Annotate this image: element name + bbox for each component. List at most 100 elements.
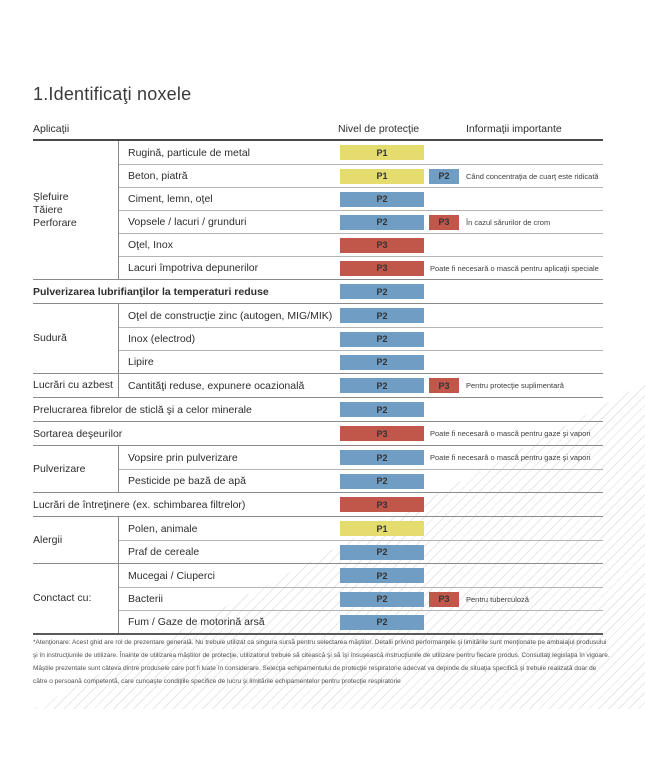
row-label: Oţel de construcţie zinc (autogen, MIG/M… xyxy=(128,309,333,322)
group-label: Pulverizare xyxy=(33,446,118,492)
table-row: Lucrări de întreţinere (ex. schimbarea f… xyxy=(33,493,603,516)
table-row: Ciment, lemn, oţel P2 xyxy=(119,187,603,210)
table-row: Inox (electrod) P2 xyxy=(119,327,603,350)
table-group-azbest: Lucrări cu azbest Cantităţi reduse, expu… xyxy=(33,374,603,398)
info-note: Pentru tuberculoză xyxy=(466,594,529,604)
secondary-protection-badge-p2: P2 xyxy=(429,168,459,184)
table-row: Cantităţi reduse, expunere ocazională P2… xyxy=(119,374,603,397)
row-label: Polen, animale xyxy=(128,522,198,535)
protection-badge-p2: P2 xyxy=(340,378,424,393)
table-group-contact-cu: Conctact cu: Mucegai / Ciuperci P2 Bacte… xyxy=(33,564,603,635)
table-row: Beton, piatră P1 P2 Când concentraţia de… xyxy=(119,164,603,187)
group-rows: Mucegai / Ciuperci P2 Bacterii P2 P3 Pen… xyxy=(118,564,603,633)
group-label-line: Sudură xyxy=(33,332,67,344)
protection-badge-p2: P2 xyxy=(340,284,424,299)
protection-badge-p1: P1 xyxy=(340,521,424,536)
table-row: Vopsire prin pulverizare P2 Poate fi nec… xyxy=(119,446,603,469)
row-label: Cantităţi reduse, expunere ocazională xyxy=(128,379,305,392)
protection-badge-p2: P2 xyxy=(340,568,424,583)
page-title: 1.Identificaţi noxele xyxy=(33,84,192,104)
protection-badge-p2: P2 xyxy=(340,354,424,370)
group-label-line: Tăiere xyxy=(33,203,63,216)
table-row: Sortarea deşeurilor P3 Poate fi necesară… xyxy=(33,422,603,445)
table-group-intretinere: Lucrări de întreţinere (ex. schimbarea f… xyxy=(33,493,603,517)
row-label: Lacuri împotriva depunerilor xyxy=(128,262,259,274)
group-rows: Vopsire prin pulverizare P2 Poate fi nec… xyxy=(118,446,603,492)
table-group-sudura: Sudură Oţel de construcţie zinc (autogen… xyxy=(33,304,603,374)
info-note: Poate fi necesară o mască pentru aplicaţ… xyxy=(430,263,599,273)
table-row: Fum / Gaze de motorină arsă P2 xyxy=(119,610,603,633)
group-label: Conctact cu: xyxy=(33,564,118,633)
group-label-line: Şlefuire xyxy=(33,190,69,203)
protection-badge-p1: P1 xyxy=(340,168,424,184)
hazard-table: Şlefuire Tăiere Perforare Rugină, partic… xyxy=(33,139,603,635)
protection-badge-p2: P2 xyxy=(340,544,424,560)
table-group-sortarea-deseurilor: Sortarea deşeurilor P3 Poate fi necesară… xyxy=(33,422,603,446)
row-label: Fum / Gaze de motorină arsă xyxy=(128,616,265,628)
table-row: Mucegai / Ciuperci P2 xyxy=(119,564,603,587)
protection-badge-p2: P2 xyxy=(340,402,424,417)
group-label: Sudură xyxy=(33,304,118,373)
table-row: Rugină, particule de metal P1 xyxy=(119,141,603,164)
protection-badge-p3: P3 xyxy=(340,497,424,512)
secondary-protection-badge-p3: P3 xyxy=(429,591,459,607)
table-row: Lacuri împotriva depunerilor P3 Poate fi… xyxy=(119,256,603,279)
column-header-protection-level: Nivel de protecţie xyxy=(338,123,420,135)
row-label: Mucegai / Ciuperci xyxy=(128,569,215,582)
group-label-line: Perforare xyxy=(33,216,77,229)
group-label: Lucrări cu azbest xyxy=(33,374,118,397)
table-row: Polen, animale P1 xyxy=(119,517,603,540)
info-note: În cazul sărurilor de crom xyxy=(466,217,551,227)
row-label: Lucrări de întreţinere (ex. schimbarea f… xyxy=(33,498,246,511)
protection-badge-p2: P2 xyxy=(340,214,424,230)
protection-badge-p1: P1 xyxy=(340,145,424,160)
row-label: Lipire xyxy=(128,356,154,368)
table-row: Bacterii P2 P3 Pentru tuberculoză xyxy=(119,587,603,610)
group-label-line: Pulverizare xyxy=(33,462,86,475)
secondary-protection-badge-p3: P3 xyxy=(429,214,459,230)
info-note: Pentru protecţie suplimentară xyxy=(466,381,564,390)
table-group-alergii: Alergii Polen, animale P1 Praf de cereal… xyxy=(33,517,603,564)
footnote-text: *Atenţionare: Acest ghid are rol de prez… xyxy=(33,639,610,685)
column-header-important-info: Informaţii importante xyxy=(466,123,562,135)
group-label: Alergii xyxy=(33,517,118,563)
row-label: Ciment, lemn, oţel xyxy=(128,193,213,205)
group-rows: Cantităţi reduse, expunere ocazională P2… xyxy=(118,374,603,397)
protection-badge-p2: P2 xyxy=(340,331,424,347)
table-group-pulverizare: Pulverizare Vopsire prin pulverizare P2 … xyxy=(33,446,603,493)
protection-badge-p3: P3 xyxy=(340,237,424,253)
group-label-line: Lucrări cu azbest xyxy=(33,379,113,391)
group-label-line: Alergii xyxy=(33,533,63,546)
table-row: Oţel, Inox P3 xyxy=(119,233,603,256)
table-group-pulverizarea-lubrifiantilor: Pulverizarea lubrifianţilor la temperatu… xyxy=(33,280,603,304)
row-label: Prelucrarea fibrelor de sticlă şi a celo… xyxy=(33,403,252,416)
row-label: Oţel, Inox xyxy=(128,239,173,251)
row-label: Vopsire prin pulverizare xyxy=(128,451,238,464)
row-label: Praf de cereale xyxy=(128,546,200,558)
table-group-slefuire: Şlefuire Tăiere Perforare Rugină, partic… xyxy=(33,141,603,280)
table-row: Oţel de construcţie zinc (autogen, MIG/M… xyxy=(119,304,603,327)
protection-badge-p3: P3 xyxy=(340,426,424,441)
table-row: Lipire P2 xyxy=(119,350,603,373)
column-header-applications: Aplicaţii xyxy=(33,123,70,135)
table-row: Pulverizarea lubrifianţilor la temperatu… xyxy=(33,280,603,303)
table-row: Vopsele / lacuri / grunduri P2 P3 În caz… xyxy=(119,210,603,233)
secondary-protection-badge-p3: P3 xyxy=(429,378,459,393)
protection-badge-p2: P2 xyxy=(340,473,424,489)
protection-badge-p2: P2 xyxy=(340,614,424,630)
table-row: Praf de cereale P2 xyxy=(119,540,603,563)
row-label: Pulverizarea lubrifianţilor la temperatu… xyxy=(33,285,269,298)
protection-badge-p3: P3 xyxy=(340,260,424,276)
protection-badge-p2: P2 xyxy=(340,308,424,323)
group-rows: Polen, animale P1 Praf de cereale P2 xyxy=(118,517,603,563)
group-rows: Oţel de construcţie zinc (autogen, MIG/M… xyxy=(118,304,603,373)
group-label: Şlefuire Tăiere Perforare xyxy=(33,141,118,279)
row-label: Bacterii xyxy=(128,593,164,605)
group-rows: Rugină, particule de metal P1 Beton, pia… xyxy=(118,141,603,279)
row-label: Vopsele / lacuri / grunduri xyxy=(128,216,247,228)
info-note: Când concentraţia de cuarţ este ridicată xyxy=(466,171,599,181)
table-group-fibre-sticla: Prelucrarea fibrelor de sticlă şi a celo… xyxy=(33,398,603,422)
row-label: Pesticide pe bază de apă xyxy=(128,475,246,487)
group-label-line: Conctact cu: xyxy=(33,592,92,604)
protection-badge-p2: P2 xyxy=(340,450,424,465)
